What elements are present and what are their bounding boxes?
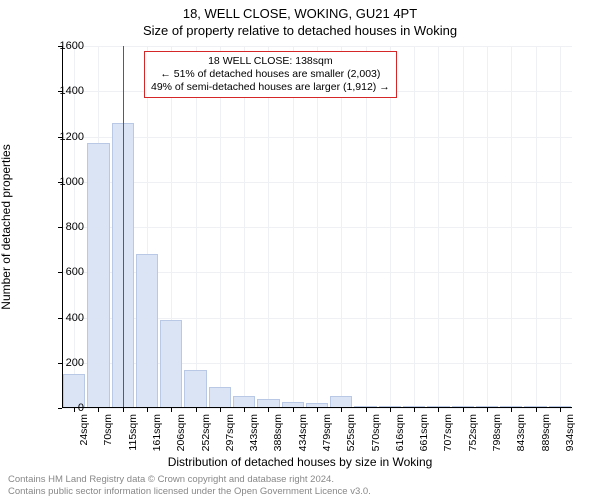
gridline-v	[220, 46, 221, 408]
gridline-v	[317, 46, 318, 408]
gridline-v	[414, 46, 415, 408]
xtick-label: 570sqm	[370, 414, 382, 451]
gridline-v	[341, 46, 342, 408]
xtick-label: 206sqm	[175, 414, 187, 451]
x-axis-label: Distribution of detached houses by size …	[0, 455, 600, 469]
xtick-label: 479sqm	[321, 414, 333, 451]
ytick-label: 0	[44, 402, 84, 414]
xtick-mark	[98, 408, 99, 412]
gridline-v	[390, 46, 391, 408]
xtick-label: 889sqm	[540, 414, 552, 451]
xtick-mark	[341, 408, 342, 412]
chart-container: 18, WELL CLOSE, WOKING, GU21 4PT Size of…	[0, 0, 600, 500]
gridline-v	[196, 46, 197, 408]
xtick-mark	[536, 408, 537, 412]
xtick-mark	[560, 408, 561, 412]
xtick-mark	[171, 408, 172, 412]
xtick-label: 707sqm	[442, 414, 454, 451]
marker-line	[123, 46, 125, 408]
xtick-mark	[438, 408, 439, 412]
gridline-v	[244, 46, 245, 408]
xtick-label: 388sqm	[272, 414, 284, 451]
xtick-label: 297sqm	[224, 414, 236, 451]
footer-line-1: Contains HM Land Registry data © Crown c…	[8, 474, 371, 485]
xtick-label: 434sqm	[297, 414, 309, 451]
histogram-bar	[87, 143, 109, 408]
xtick-label: 934sqm	[564, 414, 576, 451]
y-axis-label: Number of detached properties	[0, 144, 13, 309]
xtick-mark	[414, 408, 415, 412]
gridline-v	[438, 46, 439, 408]
xtick-mark	[220, 408, 221, 412]
xtick-mark	[366, 408, 367, 412]
xtick-label: 525sqm	[345, 414, 357, 451]
gridline-v	[366, 46, 367, 408]
ytick-label: 600	[44, 266, 84, 278]
gridline-v	[560, 46, 561, 408]
xtick-mark	[293, 408, 294, 412]
ytick-label: 400	[44, 312, 84, 324]
xtick-mark	[196, 408, 197, 412]
xtick-label: 24sqm	[78, 414, 90, 446]
plot-area: 18 WELL CLOSE: 138sqm ← 51% of detached …	[62, 46, 572, 408]
ytick-label: 1600	[44, 40, 84, 52]
ytick-label: 800	[44, 221, 84, 233]
ytick-label: 200	[44, 357, 84, 369]
xtick-mark	[390, 408, 391, 412]
xtick-mark	[511, 408, 512, 412]
xtick-mark	[123, 408, 124, 412]
xtick-label: 70sqm	[102, 414, 114, 446]
gridline-v	[487, 46, 488, 408]
xtick-label: 798sqm	[491, 414, 503, 451]
annotation-box: 18 WELL CLOSE: 138sqm ← 51% of detached …	[144, 51, 397, 98]
xtick-mark	[487, 408, 488, 412]
xtick-label: 115sqm	[127, 414, 139, 451]
xtick-mark	[244, 408, 245, 412]
gridline-v	[536, 46, 537, 408]
histogram-bar	[209, 387, 231, 408]
ytick-label: 1400	[44, 85, 84, 97]
footer-line-2: Contains public sector information licen…	[8, 486, 371, 497]
xtick-mark	[317, 408, 318, 412]
title-line-1: 18, WELL CLOSE, WOKING, GU21 4PT	[0, 0, 600, 21]
xtick-label: 252sqm	[200, 414, 212, 451]
histogram-bar	[184, 370, 206, 408]
annotation-line-1: 18 WELL CLOSE: 138sqm	[151, 55, 390, 68]
gridline-v	[293, 46, 294, 408]
xtick-label: 161sqm	[151, 414, 163, 451]
gridline-v	[268, 46, 269, 408]
ytick-label: 1000	[44, 176, 84, 188]
gridline-v	[463, 46, 464, 408]
histogram-bar	[136, 254, 158, 408]
xtick-label: 343sqm	[248, 414, 260, 451]
xtick-mark	[268, 408, 269, 412]
xtick-label: 616sqm	[394, 414, 406, 451]
histogram-bar	[160, 320, 182, 408]
xtick-label: 843sqm	[515, 414, 527, 451]
annotation-line-2: ← 51% of detached houses are smaller (2,…	[151, 68, 390, 81]
ytick-label: 1200	[44, 131, 84, 143]
footer-attribution: Contains HM Land Registry data © Crown c…	[8, 474, 371, 497]
xtick-mark	[147, 408, 148, 412]
xtick-label: 752sqm	[467, 414, 479, 451]
xtick-mark	[463, 408, 464, 412]
gridline-v	[511, 46, 512, 408]
x-axis-line	[62, 407, 572, 408]
annotation-line-3: 49% of semi-detached houses are larger (…	[151, 81, 390, 94]
title-line-2: Size of property relative to detached ho…	[0, 21, 600, 38]
xtick-label: 661sqm	[418, 414, 430, 451]
